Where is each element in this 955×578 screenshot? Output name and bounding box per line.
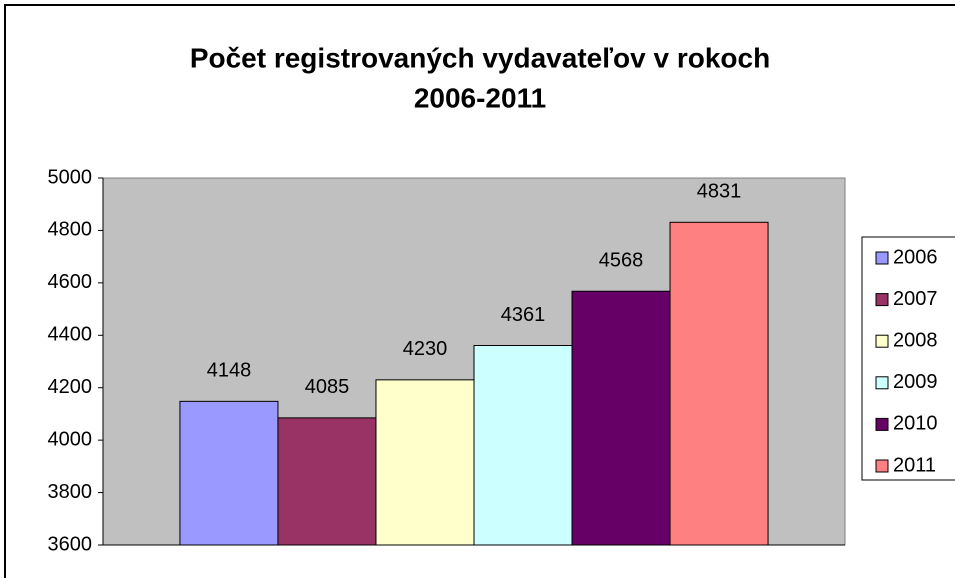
- bar: [179, 400, 279, 546]
- legend-box: [861, 236, 955, 481]
- y-tick-label: 4400: [48, 324, 93, 346]
- value-label: 4568: [599, 250, 644, 272]
- legend-swatch: [875, 251, 889, 265]
- legend-label: 2009: [893, 371, 938, 393]
- legend-label: 2010: [893, 413, 938, 435]
- value-label: 4230: [403, 338, 448, 360]
- bar: [473, 345, 573, 546]
- y-tick-label: 3800: [48, 481, 93, 503]
- y-tick-label: 4000: [48, 428, 93, 450]
- value-label: 4361: [501, 304, 546, 326]
- y-tick-label: 4200: [48, 376, 93, 398]
- chart-title: 2006-2011: [414, 82, 546, 113]
- y-tick-label: 4800: [48, 219, 93, 241]
- legend-swatch: [875, 334, 889, 348]
- legend-swatch: [875, 459, 889, 473]
- bar: [669, 221, 769, 546]
- legend-label: 2006: [893, 246, 938, 268]
- y-tick-label: 5000: [48, 166, 93, 188]
- value-label: 4085: [305, 376, 350, 398]
- value-label: 4148: [207, 360, 252, 382]
- bar: [571, 290, 671, 546]
- bar: [277, 417, 377, 546]
- legend-label: 2008: [893, 329, 938, 351]
- legend-swatch: [875, 376, 889, 390]
- chart-title: Počet registrovaných vydavateľov v rokoc…: [190, 42, 770, 73]
- value-label: 4831: [697, 181, 742, 203]
- legend-label: 2007: [893, 288, 938, 310]
- y-tick-label: 3600: [48, 533, 93, 555]
- legend-swatch: [875, 293, 889, 307]
- y-tick-label: 4600: [48, 271, 93, 293]
- bar: [375, 379, 475, 546]
- legend-label: 2011: [893, 454, 936, 476]
- legend-swatch: [875, 417, 889, 431]
